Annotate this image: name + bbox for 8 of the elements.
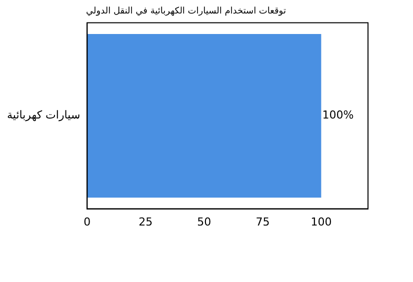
chart-title: توقعات استخدام السيارات الكهربائية في النقل الدولي — [86, 6, 286, 17]
x-tick-label: 0 — [84, 215, 91, 228]
x-tick-label: 75 — [256, 215, 270, 228]
y-tick-label: سيارات كهربائية — [6, 108, 80, 122]
data-label: 100% — [322, 108, 354, 122]
x-tick-label: 25 — [138, 215, 153, 228]
x-tick-label: 100 — [310, 215, 332, 228]
x-tick-label: 50 — [197, 215, 212, 228]
